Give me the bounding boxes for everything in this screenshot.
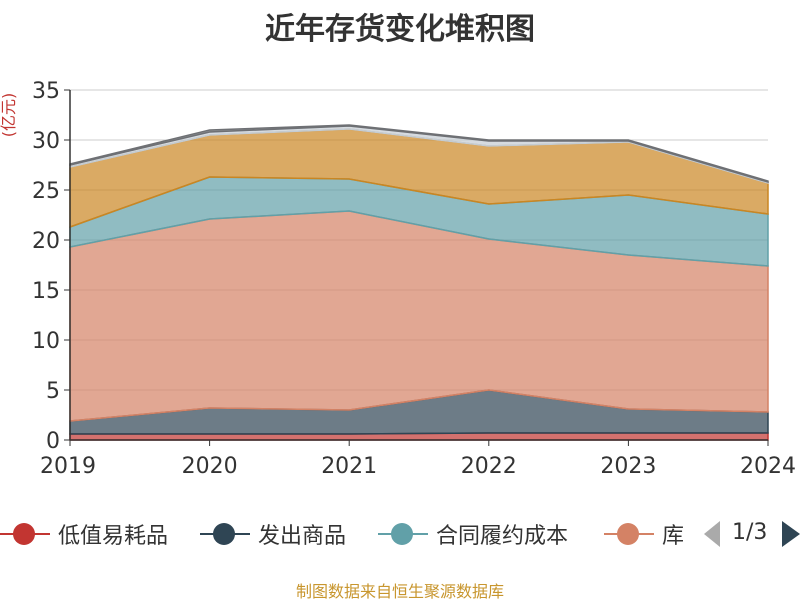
legend-items: 低值易耗品 发出商品 合同履约成本 库: [0, 516, 684, 552]
legend: 低值易耗品 发出商品 合同履约成本 库 1/3: [0, 516, 800, 552]
x-tick-label: 2020: [182, 454, 238, 479]
legend-marker-icon: [604, 516, 654, 552]
chart-plot: 0 5 10 15 20 25 30 35 2019 2020 2021 2022 2023 2024 (…: [0, 79, 796, 479]
y-tick-label: 25: [32, 179, 60, 204]
legend-next-page-icon[interactable]: [782, 521, 800, 547]
legend-item[interactable]: 合同履约成本: [378, 516, 568, 552]
legend-item[interactable]: 发出商品: [200, 516, 346, 552]
area-series-layer: [69, 124, 769, 441]
legend-marker-icon: [0, 516, 50, 552]
x-tick-label: 2019: [40, 454, 96, 479]
y-tick-label: 5: [46, 379, 60, 404]
legend-label: 库: [662, 524, 684, 549]
legend-label: 合同履约成本: [436, 524, 569, 549]
chart-title: 近年存货变化堆积图: [265, 12, 535, 47]
x-tick-label: 2023: [600, 454, 656, 479]
y-tick-label: 0: [46, 429, 60, 454]
legend-item[interactable]: 库: [604, 516, 684, 552]
source-note: 制图数据来自恒生聚源数据库: [295, 582, 504, 601]
y-axis-label: (亿元): [0, 93, 18, 138]
legend-item[interactable]: 低值易耗品: [0, 516, 168, 552]
x-tick-label: 2022: [461, 454, 517, 479]
legend-marker-icon: [200, 516, 250, 552]
y-tick-label: 35: [32, 79, 60, 104]
legend-prev-page-icon[interactable]: [704, 521, 720, 547]
axes: 0 5 10 15 20 25 30 35 2019 2020 2021 2022 2023 2024: [32, 79, 796, 479]
legend-label: 低值易耗品: [58, 524, 169, 549]
x-tick-label: 2024: [740, 454, 796, 479]
x-tick-label: 2021: [321, 454, 377, 479]
y-tick-label: 10: [32, 329, 60, 354]
legend-marker-icon: [378, 516, 428, 552]
legend-pager: 1/3: [700, 516, 800, 552]
legend-label: 发出商品: [258, 524, 347, 549]
legend-page-indicator: 1/3: [732, 520, 768, 545]
y-tick-label: 20: [32, 229, 60, 254]
y-tick-label: 15: [32, 279, 60, 304]
area-series: [69, 124, 769, 184]
y-tick-label: 30: [32, 129, 60, 154]
